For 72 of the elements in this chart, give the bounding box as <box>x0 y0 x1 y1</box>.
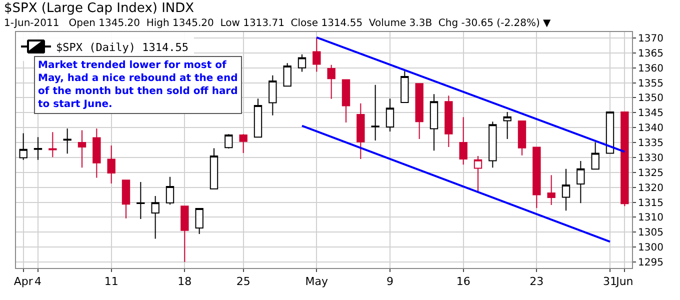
candlestick <box>195 208 204 234</box>
candlestick <box>547 174 556 206</box>
y-tick-label: 1300 <box>638 242 664 254</box>
x-tick-label: 23 <box>530 275 544 288</box>
candlestick <box>19 132 28 160</box>
y-tick-label: 1335 <box>638 138 664 150</box>
y-tick-label: 1320 <box>638 182 664 194</box>
candlestick <box>356 102 365 160</box>
candlestick <box>34 136 42 160</box>
x-tick-label: 4 <box>34 275 42 288</box>
chart-title: $SPX (Large Cap Index) INDX <box>4 1 194 16</box>
candlestick <box>591 142 600 170</box>
candlestick <box>122 180 130 219</box>
candlestick <box>518 120 526 156</box>
x-tick-label: 9 <box>386 275 394 288</box>
candlestick <box>151 196 160 240</box>
y-tick-label: 1310 <box>638 212 664 224</box>
candlestick <box>92 128 101 178</box>
candlestick <box>576 160 585 204</box>
candlestick <box>444 95 453 148</box>
candlestick <box>298 54 306 72</box>
candlestick <box>532 146 541 208</box>
y-tick-label: 1350 <box>638 93 664 104</box>
x-tick-label: 11 <box>104 275 118 288</box>
candlestick <box>63 128 72 154</box>
y-tick-label: 1360 <box>638 63 664 74</box>
x-tick-label: Apr <box>14 275 34 288</box>
candlestick <box>48 132 57 158</box>
candlestick <box>268 74 277 116</box>
y-tick-label: 1330 <box>638 152 664 164</box>
candlestick <box>107 145 116 184</box>
y-tick-label: 1355 <box>638 78 664 90</box>
candlestick <box>606 112 614 154</box>
candlestick <box>239 134 248 154</box>
y-tick-label: 1340 <box>638 123 664 134</box>
x-tick-label: Jun <box>615 275 634 288</box>
y-tick-label: 1365 <box>638 48 664 60</box>
candlestick <box>488 121 497 168</box>
candlestick <box>327 64 336 100</box>
candlestick <box>342 79 350 124</box>
candlestick <box>224 134 233 150</box>
candlestick <box>400 70 409 103</box>
candlestick <box>430 94 438 152</box>
chart-subtitle: 1-Jun-2011 Open 1345.20 High 1345.20 Low 1313.71 Close 1314.55 Volume 3.3B Chg -30.65 (-2.28%) ▼ <box>4 18 552 29</box>
y-tick-label: 1315 <box>638 198 664 209</box>
candlestick <box>78 130 86 168</box>
y-tick-label: 1325 <box>638 168 664 179</box>
y-tick-label: 1345 <box>638 108 664 120</box>
x-tick-label: 31 <box>603 275 617 288</box>
candlestick <box>166 176 174 206</box>
y-tick-label: 1370 <box>638 33 664 44</box>
candlestick <box>562 168 570 212</box>
annotation: Market trended lower for most of May, had a nice rebound at the end of the month but then sold off hard to start June. <box>38 60 238 110</box>
candlestick <box>180 206 189 263</box>
candlestick <box>459 116 468 166</box>
candlestick <box>283 62 292 88</box>
candlestick <box>312 36 321 72</box>
x-tick-label: 18 <box>178 275 192 288</box>
y-tick-label: 1305 <box>638 228 664 239</box>
x-tick-label: May <box>305 275 329 288</box>
x-tick-label: 25 <box>236 275 250 288</box>
candlestick <box>415 83 424 140</box>
candlestick <box>474 155 482 192</box>
candlestick <box>254 98 262 138</box>
y-tick-label: 1295 <box>638 258 664 269</box>
candlestick <box>210 148 218 190</box>
candlestick <box>386 98 394 132</box>
candlestick <box>136 181 145 220</box>
legend-label: $SPX (Daily) 1314.55 <box>56 40 188 54</box>
x-tick-label: 16 <box>456 275 470 288</box>
candlestick <box>371 84 380 141</box>
candlestick <box>503 112 512 140</box>
